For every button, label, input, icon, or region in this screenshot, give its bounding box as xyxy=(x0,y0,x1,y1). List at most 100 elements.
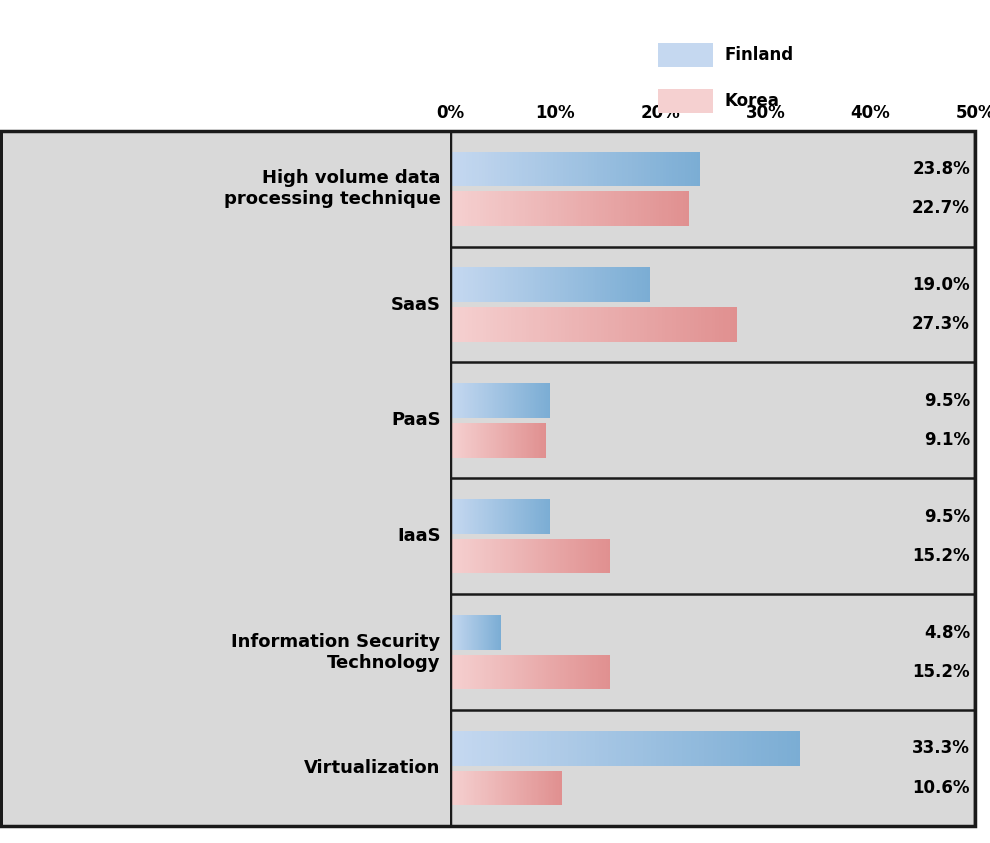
Bar xyxy=(478,423,479,458)
Bar xyxy=(612,731,617,765)
Bar xyxy=(514,384,515,418)
Bar xyxy=(489,191,492,226)
Bar xyxy=(704,731,708,765)
Bar xyxy=(468,423,469,458)
Bar xyxy=(464,307,468,341)
Bar xyxy=(486,191,489,226)
Bar xyxy=(470,654,472,690)
Bar xyxy=(638,267,640,303)
Bar xyxy=(524,384,526,418)
Bar xyxy=(472,307,475,341)
Bar xyxy=(656,152,659,186)
Bar xyxy=(495,384,497,418)
Bar xyxy=(572,539,574,573)
Bar xyxy=(633,307,637,341)
Bar xyxy=(468,539,470,573)
Bar xyxy=(672,307,676,341)
Bar xyxy=(478,152,482,186)
Bar xyxy=(691,152,694,186)
Bar xyxy=(463,267,465,303)
Bar xyxy=(453,771,454,805)
Bar xyxy=(651,731,655,765)
Bar xyxy=(592,267,595,303)
Bar xyxy=(502,423,503,458)
Bar xyxy=(523,267,526,303)
Bar xyxy=(582,654,584,690)
Bar xyxy=(520,384,522,418)
Bar xyxy=(454,771,456,805)
Bar xyxy=(536,499,537,534)
Bar xyxy=(486,307,490,341)
Bar xyxy=(525,423,526,458)
Bar xyxy=(641,307,644,341)
Bar xyxy=(518,499,519,534)
Bar xyxy=(520,499,522,534)
Bar xyxy=(625,267,628,303)
Bar xyxy=(500,384,502,418)
Bar xyxy=(507,152,510,186)
Bar xyxy=(647,307,651,341)
Bar xyxy=(522,771,523,805)
Bar xyxy=(541,771,543,805)
Bar xyxy=(502,539,504,573)
Bar xyxy=(606,539,608,573)
Bar xyxy=(462,539,464,573)
Bar xyxy=(458,539,460,573)
Bar xyxy=(538,384,539,418)
Bar xyxy=(539,539,541,573)
Bar xyxy=(662,191,665,226)
Bar xyxy=(471,384,473,418)
Bar xyxy=(461,423,462,458)
Bar xyxy=(485,499,487,534)
Bar xyxy=(450,594,975,710)
Bar xyxy=(613,152,616,186)
Bar xyxy=(463,423,464,458)
Bar xyxy=(537,771,539,805)
Bar xyxy=(515,267,518,303)
Bar xyxy=(498,423,499,458)
Bar xyxy=(480,539,482,573)
Bar xyxy=(537,539,539,573)
Bar xyxy=(647,731,651,765)
Bar xyxy=(580,654,582,690)
Bar xyxy=(621,731,626,765)
Bar xyxy=(547,499,548,534)
Bar xyxy=(495,771,496,805)
Text: 15.2%: 15.2% xyxy=(912,663,970,681)
Bar xyxy=(450,423,451,458)
Bar xyxy=(540,191,543,226)
Bar xyxy=(558,654,560,690)
Bar xyxy=(506,654,508,690)
Bar xyxy=(533,654,535,690)
Bar xyxy=(490,423,491,458)
Bar xyxy=(476,499,478,534)
Bar xyxy=(485,267,488,303)
Bar xyxy=(629,191,633,226)
Bar xyxy=(476,731,481,765)
Bar xyxy=(512,384,513,418)
Bar xyxy=(682,731,686,765)
Bar xyxy=(604,539,606,573)
Bar xyxy=(591,152,594,186)
Bar xyxy=(632,191,636,226)
Bar xyxy=(506,771,508,805)
Bar xyxy=(562,267,565,303)
Bar xyxy=(475,384,476,418)
Bar xyxy=(647,191,650,226)
Bar xyxy=(456,152,460,186)
Bar xyxy=(628,267,630,303)
Bar xyxy=(496,654,498,690)
Bar xyxy=(537,423,538,458)
Bar xyxy=(611,191,614,226)
Bar xyxy=(489,423,490,458)
Bar xyxy=(644,307,647,341)
Bar xyxy=(576,539,578,573)
Bar xyxy=(547,267,550,303)
Bar xyxy=(600,267,603,303)
Bar xyxy=(544,384,545,418)
Bar xyxy=(468,191,471,226)
Bar xyxy=(570,654,572,690)
Bar xyxy=(650,152,653,186)
Bar xyxy=(487,384,488,418)
Bar xyxy=(513,191,516,226)
